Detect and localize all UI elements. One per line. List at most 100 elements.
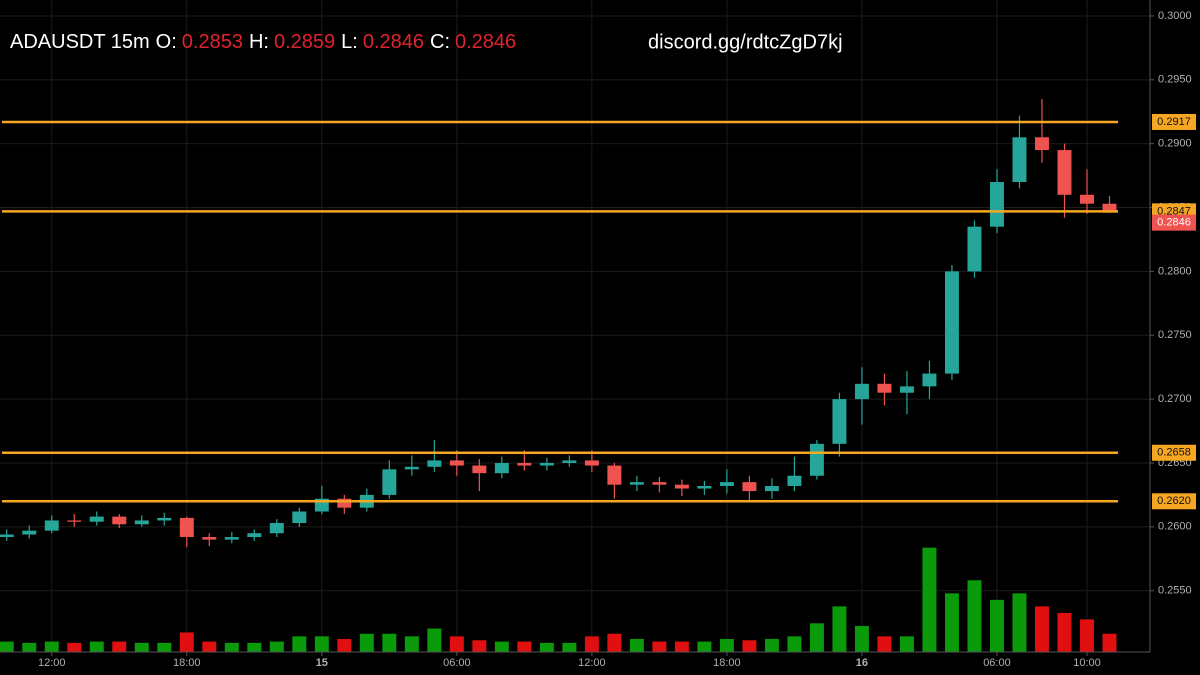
volume-bar: [877, 636, 892, 652]
candle-body: [472, 465, 487, 474]
level-label: 0.2658: [1157, 447, 1191, 459]
y-tick-label: 0.2950: [1158, 74, 1192, 86]
volume-bar: [674, 641, 689, 652]
volume-bar: [809, 623, 824, 652]
candle-body: [877, 383, 892, 393]
volume-bar: [134, 642, 149, 652]
candle-body: [337, 498, 352, 508]
volume-bar: [607, 633, 622, 652]
candle-body: [652, 482, 667, 485]
volume-bar: [697, 641, 712, 652]
candle-body: [764, 485, 779, 492]
candle-body: [742, 482, 757, 492]
candle-body: [629, 482, 644, 485]
x-tick-label: 12:00: [38, 657, 66, 669]
x-tick-label: 18:00: [713, 657, 741, 669]
candle-body: [449, 460, 464, 466]
candle-body: [854, 383, 869, 400]
volume-bar: [832, 606, 847, 652]
volume-bar: [382, 633, 397, 652]
candle-body: [224, 537, 239, 540]
level-label-box: [1152, 493, 1196, 510]
candle-body: [494, 462, 509, 474]
candle-body: [44, 520, 59, 531]
volume-bar: [269, 641, 284, 652]
x-tick-label: 18:00: [173, 657, 201, 669]
volume-bar: [629, 638, 644, 652]
volume-bar: [764, 638, 779, 652]
candle-body: [562, 460, 577, 463]
volume-bar: [1080, 619, 1094, 652]
last-price-box: [1152, 214, 1196, 231]
candle-body: [967, 226, 982, 272]
volume-bar: [179, 632, 194, 652]
volume-bar: [719, 638, 734, 652]
volume-bar: [89, 641, 104, 652]
header-label: H:: [249, 31, 269, 53]
volume-bar: [742, 640, 757, 652]
candle-body: [382, 469, 397, 495]
x-tick-label: 12:00: [578, 657, 606, 669]
volume-bar: [449, 636, 464, 652]
grid: [0, 0, 1150, 652]
candle-body: [1102, 203, 1117, 213]
candle-body: [584, 460, 599, 466]
y-tick-label: 0.2800: [1158, 265, 1192, 277]
header-value: 0.2846: [455, 31, 516, 53]
volume-bar: [989, 599, 1004, 652]
volume-bar: [539, 642, 554, 652]
y-tick-label: 0.2550: [1158, 585, 1192, 597]
x-tick-label: 16: [856, 657, 868, 669]
candle-body: [269, 523, 284, 534]
volume-bar: [359, 633, 374, 652]
volume-bar: [1057, 612, 1072, 652]
candle-body: [697, 485, 712, 489]
volume-bar: [157, 642, 172, 652]
x-tick-label: 15: [316, 657, 328, 669]
volume-bar: [22, 642, 37, 652]
volume-bar: [517, 641, 532, 652]
candle-body: [427, 460, 442, 467]
candle-body: [719, 482, 734, 486]
candle-body: [157, 517, 172, 521]
level-label-box: [1152, 113, 1196, 130]
volume-bar: [899, 636, 914, 652]
candle-body: [22, 530, 37, 535]
watermark: discord.gg/rdtcZgD7kj: [648, 31, 843, 53]
volume-bar: [247, 642, 262, 652]
y-tick-label: 0.2600: [1158, 521, 1192, 533]
x-tick-label: 10:00: [1073, 657, 1101, 669]
volume-bar: [967, 580, 982, 652]
level-label: 0.2917: [1157, 116, 1191, 128]
level-label-box: [1152, 444, 1196, 461]
last-price-label: 0.2846: [1157, 217, 1191, 229]
candle-body: [539, 462, 554, 466]
y-tick-label: 0.2700: [1158, 393, 1192, 405]
volume-bar: [787, 636, 802, 652]
volume-bar: [337, 638, 352, 652]
volume-bar: [427, 628, 442, 652]
candle-body: [607, 465, 622, 485]
candle-body: [1057, 150, 1072, 195]
plot: [0, 98, 1118, 652]
candle-body: [67, 520, 82, 522]
volume-bar: [202, 641, 217, 652]
candle-body: [1035, 137, 1049, 151]
axes: 0.30000.29500.29000.28500.28000.27500.27…: [38, 10, 1196, 669]
header-value: 0.2846: [363, 31, 424, 53]
volume-bar: [0, 641, 14, 652]
header-label: L:: [341, 31, 358, 53]
candle-body: [404, 466, 419, 470]
volume-bar: [44, 641, 59, 652]
volume-bar: [67, 642, 82, 652]
candle-body: [134, 520, 149, 525]
candle-body: [517, 462, 532, 466]
candle-body: [809, 443, 824, 476]
x-tick-label: 06:00: [443, 657, 471, 669]
volume-bar: [292, 636, 307, 652]
candle-body: [832, 399, 847, 444]
volume-bar: [1012, 593, 1027, 652]
volume-bar: [584, 636, 599, 652]
volume-bar: [652, 641, 667, 652]
